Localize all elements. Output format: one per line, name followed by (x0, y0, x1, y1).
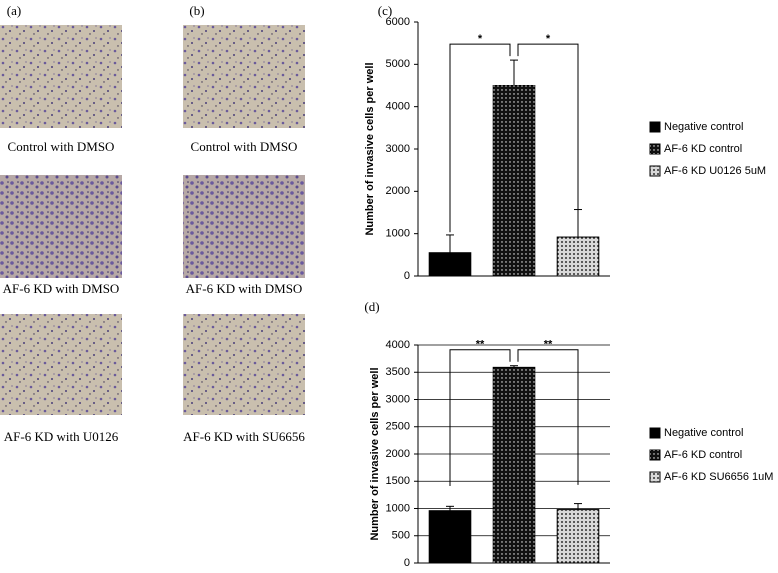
panel-label: (c) (378, 3, 392, 18)
micrograph (0, 175, 122, 278)
caption: AF-6 KD with DMSO (3, 281, 120, 296)
micrograph (0, 25, 122, 128)
y-tick-label: 6000 (386, 16, 410, 28)
micrograph (183, 25, 305, 128)
micrograph (183, 314, 305, 415)
panel-label: (b) (189, 3, 204, 18)
micrograph (0, 314, 122, 415)
legend-texture (650, 144, 660, 154)
legend-texture (650, 450, 660, 460)
micrograph (183, 175, 305, 278)
legend-texture (650, 166, 660, 176)
bar-texture (493, 367, 535, 563)
y-tick-label: 1000 (386, 502, 410, 514)
y-tick-label: 3500 (386, 366, 410, 378)
caption: AF-6 KD with U0126 (4, 429, 119, 444)
bar-texture (557, 509, 599, 563)
y-tick-label: 5000 (386, 58, 410, 70)
y-axis-label: Number of invasive cells per well (364, 62, 376, 235)
panel-label: (d) (364, 299, 379, 314)
bar (428, 252, 472, 277)
y-tick-label: 2000 (386, 185, 410, 197)
panel-label: (a) (7, 3, 21, 18)
caption: AF-6 KD with DMSO (186, 281, 303, 296)
legend-label: AF-6 KD control (664, 143, 742, 155)
significance-bracket (449, 43, 511, 233)
y-axis-label: Number of invasive cells per well (369, 367, 381, 540)
y-tick-label: 500 (392, 530, 410, 542)
caption: Control with DMSO (8, 139, 115, 154)
y-tick-label: 2500 (386, 421, 410, 433)
legend-label: AF-6 KD SU6656 1uM (664, 471, 773, 483)
y-tick-label: 4000 (386, 339, 410, 351)
y-tick-label: 2000 (386, 448, 410, 460)
bar-texture (557, 237, 599, 276)
legend-swatch (649, 121, 661, 133)
y-tick-label: 3000 (386, 143, 410, 155)
legend-label: AF-6 KD U0126 5uM (664, 165, 766, 177)
y-tick-label: 0 (404, 557, 410, 568)
significance-bracket (517, 349, 579, 485)
legend-texture (650, 472, 660, 482)
y-tick-label: 1000 (386, 228, 410, 240)
significance-label: * (478, 33, 483, 45)
legend-label: AF-6 KD control (664, 449, 742, 461)
y-tick-label: 3000 (386, 393, 410, 405)
y-tick-label: 1500 (386, 475, 410, 487)
legend-label: Negative control (664, 427, 744, 439)
bar (428, 510, 472, 564)
y-tick-label: 0 (404, 270, 410, 282)
significance-label: ** (544, 339, 553, 351)
significance-label: ** (476, 339, 485, 351)
y-tick-label: 4000 (386, 101, 410, 113)
caption: Control with DMSO (191, 139, 298, 154)
significance-bracket (517, 43, 579, 221)
caption: AF-6 KD with SU6656 (183, 429, 305, 444)
legend-swatch (649, 427, 661, 439)
significance-bracket (449, 349, 511, 487)
legend-label: Negative control (664, 121, 744, 133)
bar-texture (493, 85, 535, 276)
significance-label: * (546, 33, 551, 45)
